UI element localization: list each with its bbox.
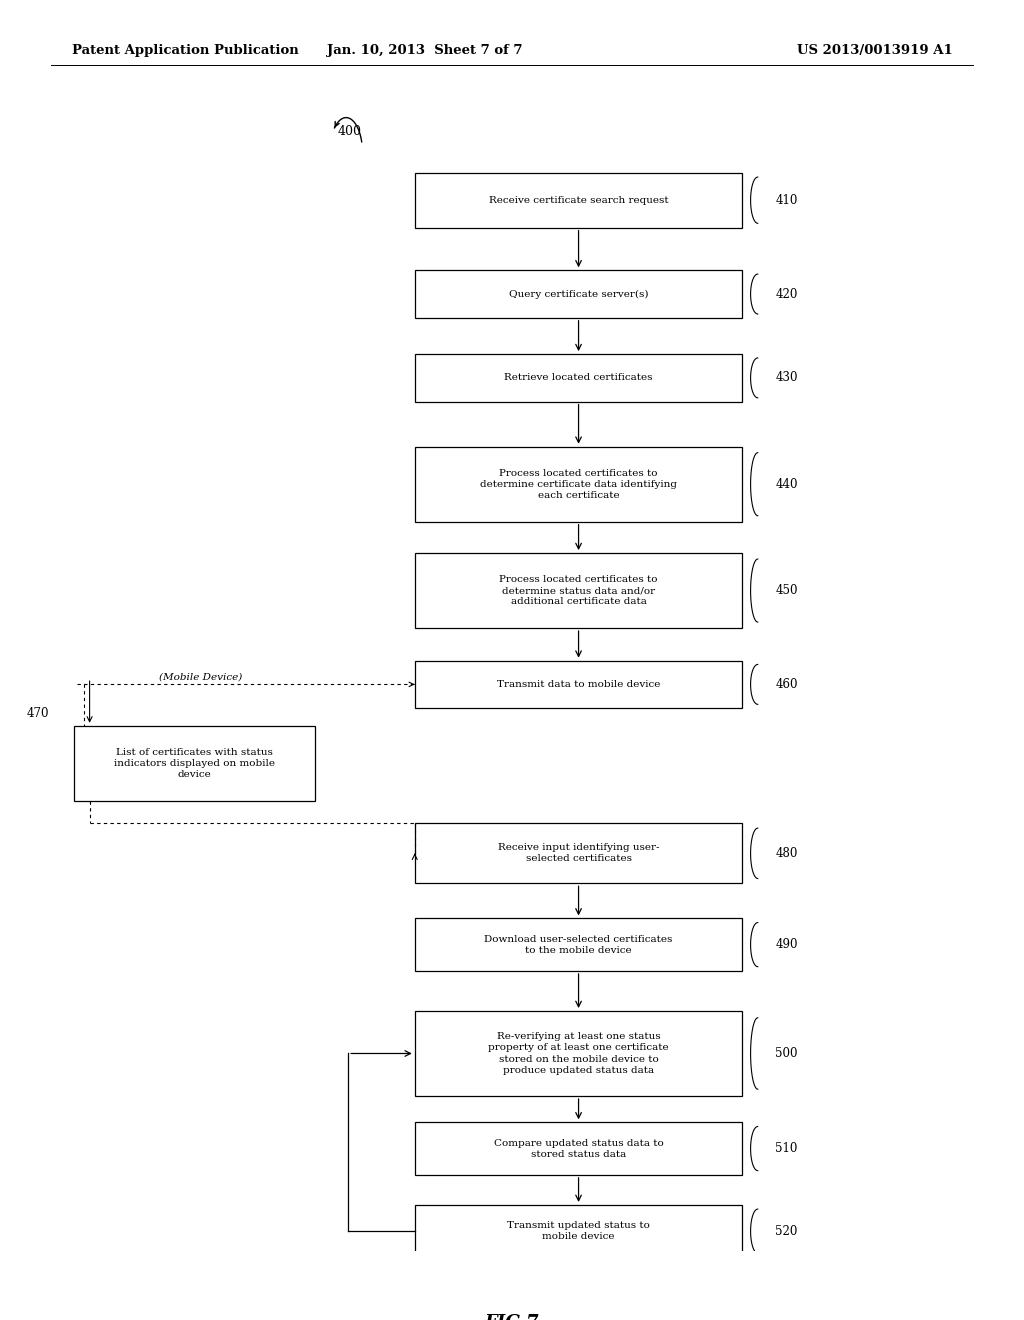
Text: Retrieve located certificates: Retrieve located certificates xyxy=(504,374,653,383)
Bar xyxy=(415,824,742,883)
Text: 470: 470 xyxy=(27,706,49,719)
Text: 510: 510 xyxy=(775,1142,798,1155)
Text: Download user-selected certificates
to the mobile device: Download user-selected certificates to t… xyxy=(484,935,673,954)
Text: 410: 410 xyxy=(775,194,798,207)
Text: 400: 400 xyxy=(338,125,361,137)
Bar xyxy=(415,173,742,228)
Text: 430: 430 xyxy=(775,371,798,384)
Text: 450: 450 xyxy=(775,583,798,597)
Text: Transmit updated status to
mobile device: Transmit updated status to mobile device xyxy=(507,1221,650,1241)
Text: Compare updated status data to
stored status data: Compare updated status data to stored st… xyxy=(494,1139,664,1159)
Text: (Mobile Device): (Mobile Device) xyxy=(159,673,242,682)
Bar xyxy=(415,354,742,401)
Bar xyxy=(75,726,315,801)
Text: Receive input identifying user-
selected certificates: Receive input identifying user- selected… xyxy=(498,843,659,863)
Text: 520: 520 xyxy=(775,1225,798,1238)
Text: 440: 440 xyxy=(775,478,798,491)
Bar xyxy=(415,1205,742,1258)
Text: FIG.7: FIG.7 xyxy=(484,1313,540,1320)
Text: Jan. 10, 2013  Sheet 7 of 7: Jan. 10, 2013 Sheet 7 of 7 xyxy=(328,44,522,57)
Text: Receive certificate search request: Receive certificate search request xyxy=(488,195,669,205)
Text: Transmit data to mobile device: Transmit data to mobile device xyxy=(497,680,660,689)
Bar xyxy=(415,660,742,708)
Bar xyxy=(415,1122,742,1175)
Bar xyxy=(415,446,742,521)
Bar xyxy=(415,271,742,318)
Text: Process located certificates to
determine status data and/or
additional certific: Process located certificates to determin… xyxy=(500,576,657,606)
Text: List of certificates with status
indicators displayed on mobile
device: List of certificates with status indicat… xyxy=(114,747,275,779)
Text: US 2013/0013919 A1: US 2013/0013919 A1 xyxy=(797,44,952,57)
Text: Re-verifying at least one status
property of at least one certificate
stored on : Re-verifying at least one status propert… xyxy=(488,1032,669,1074)
Bar xyxy=(415,919,742,972)
Bar xyxy=(415,1011,742,1096)
Text: Query certificate server(s): Query certificate server(s) xyxy=(509,289,648,298)
Text: 480: 480 xyxy=(775,847,798,859)
Text: 460: 460 xyxy=(775,678,798,690)
Text: 490: 490 xyxy=(775,939,798,952)
Text: Process located certificates to
determine certificate data identifying
each cert: Process located certificates to determin… xyxy=(480,469,677,500)
Bar xyxy=(415,553,742,628)
Text: 420: 420 xyxy=(775,288,798,301)
Text: 500: 500 xyxy=(775,1047,798,1060)
Text: Patent Application Publication: Patent Application Publication xyxy=(72,44,298,57)
